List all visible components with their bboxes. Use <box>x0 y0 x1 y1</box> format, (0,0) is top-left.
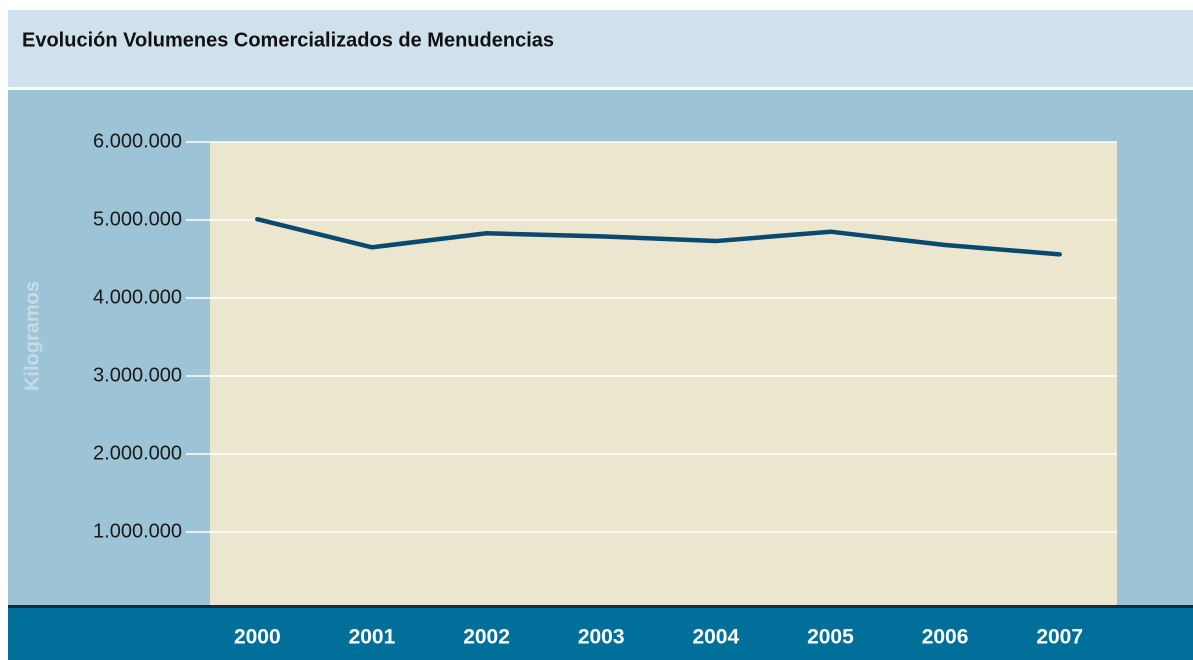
chart-title: Evolución Volumenes Comercializados de M… <box>22 29 554 51</box>
x-tick-label: 2006 <box>922 626 969 649</box>
data-line <box>255 216 1062 257</box>
x-tick-label: 2003 <box>578 626 625 649</box>
x-tick-label: 2002 <box>463 626 510 649</box>
y-tick-label: 2.000.000 <box>93 442 182 464</box>
x-tick-label: 2005 <box>807 626 854 649</box>
y-tick-label: 3.000.000 <box>93 364 182 386</box>
x-axis-line <box>8 605 1193 608</box>
x-tick-label: 2000 <box>234 626 281 649</box>
header-band <box>8 10 1193 87</box>
y-tick-label: 5.000.000 <box>93 208 182 230</box>
y-tick-label: 6.000.000 <box>93 130 182 152</box>
x-axis-band <box>8 607 1193 660</box>
y-tick-label: 4.000.000 <box>93 286 182 308</box>
plot-area <box>210 142 1117 607</box>
x-tick-label: 2001 <box>349 626 396 649</box>
y-tick-label: 1.000.000 <box>93 520 182 542</box>
x-tick-label: 2007 <box>1036 626 1083 649</box>
x-tick-label: 2004 <box>692 626 739 649</box>
y-axis-label: Kilogramos <box>21 281 43 391</box>
